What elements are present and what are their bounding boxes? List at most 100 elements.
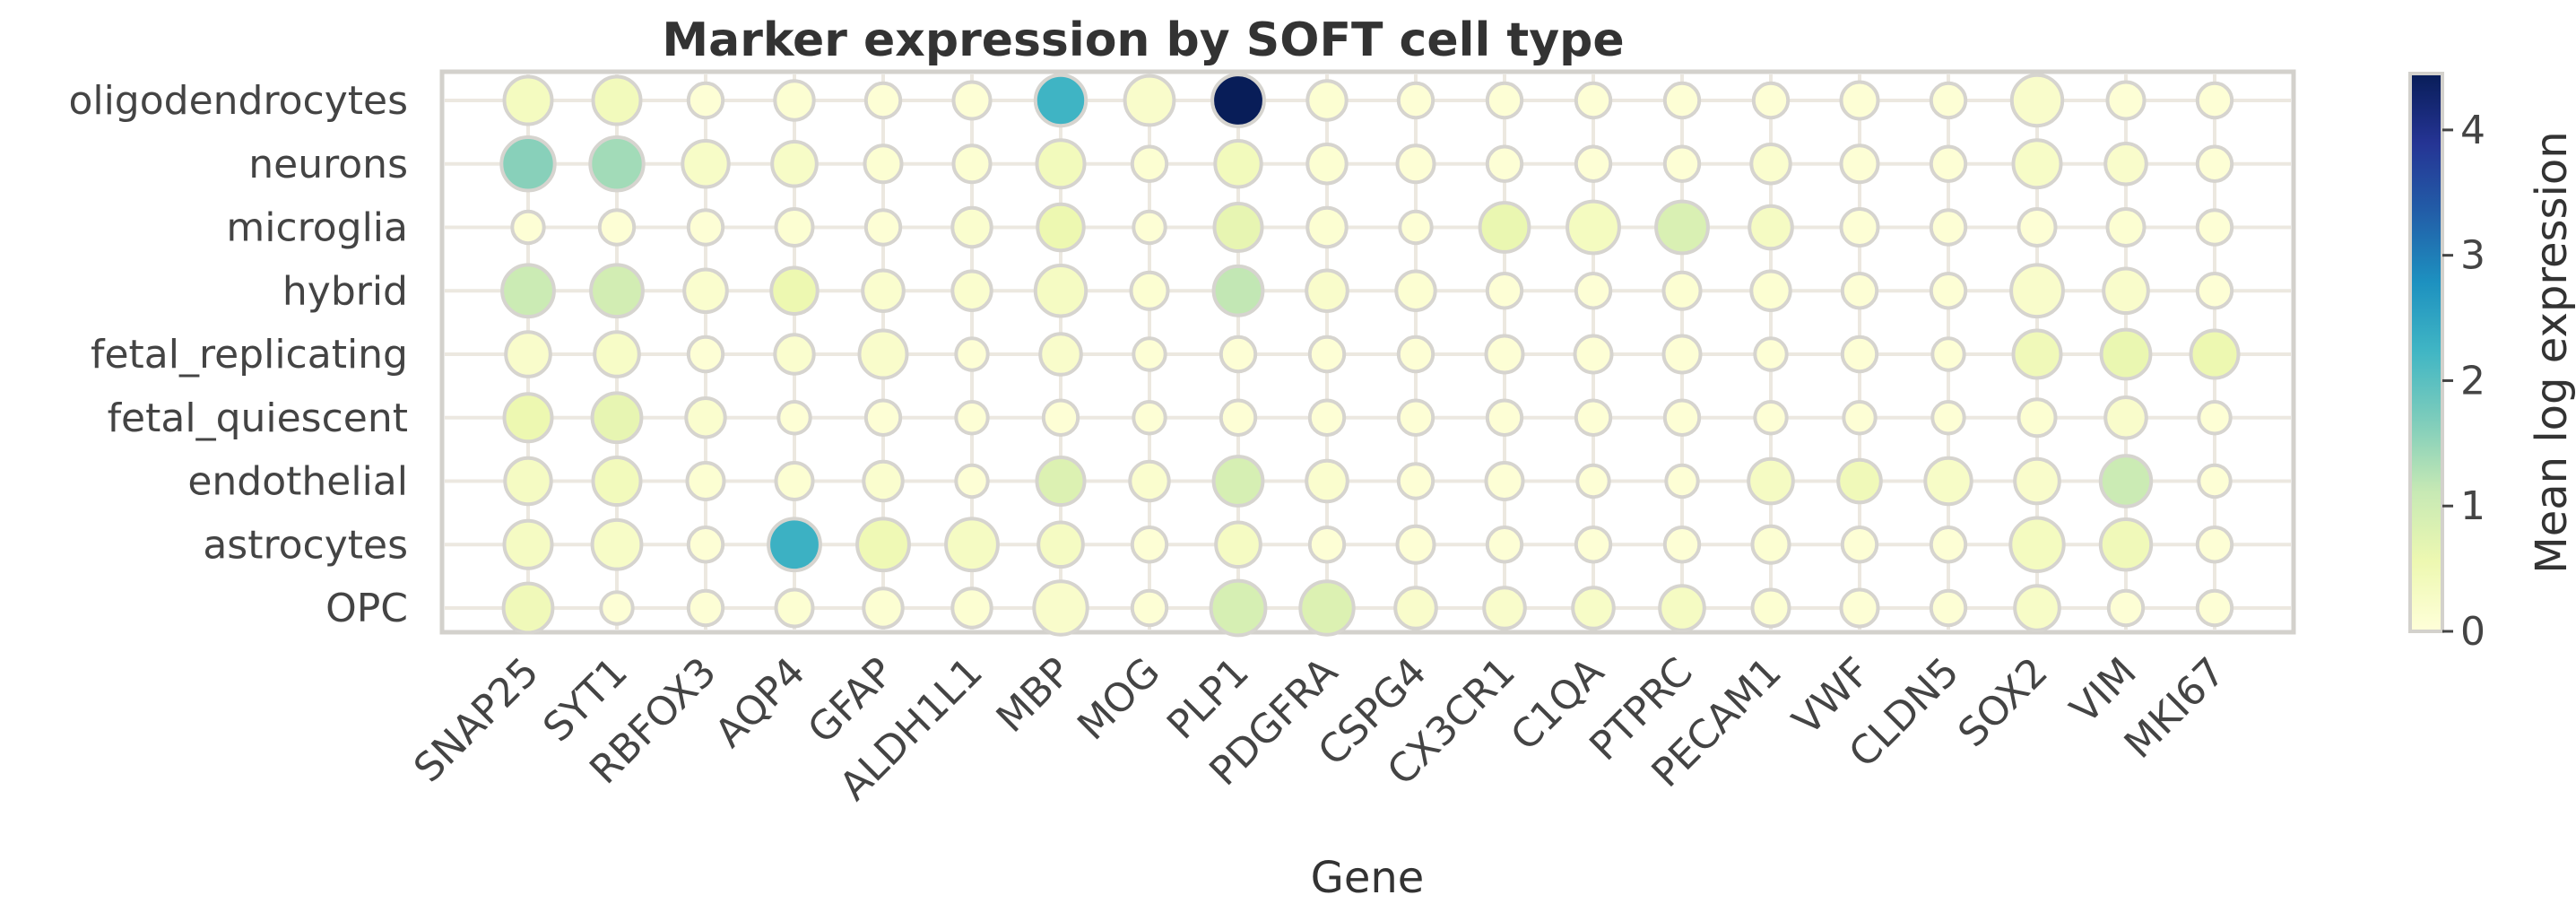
x-tick-label: MKI67 — [2116, 649, 2234, 768]
dot-microglia-MBP — [1036, 202, 1086, 253]
dot-hybrid-PTPRC — [1661, 270, 1703, 311]
dot-fetal_replicating-SYT1 — [593, 330, 641, 378]
dot-fetal_replicating-PTPRC — [1661, 334, 1703, 375]
dot-microglia-MOG — [1132, 209, 1167, 246]
dot-endothelial-AQP4 — [774, 461, 815, 501]
dot-fetal_replicating-GFAP — [857, 328, 909, 380]
dot-oligodendrocytes-RBFOX3 — [686, 81, 725, 120]
dot-hybrid-C1QA — [1574, 272, 1613, 310]
dot-endothelial-PDGFRA — [1305, 458, 1349, 504]
dot-oligodendrocytes-VIM — [2105, 80, 2147, 121]
dot-neurons-VWF — [1839, 143, 1880, 185]
dot-fetal_quiescent-PDGFRA — [1307, 398, 1347, 437]
dot-endothelial-VIM — [2098, 454, 2154, 508]
dot-hybrid-AQP4 — [769, 265, 820, 316]
dot-oligodendrocytes-PTPRC — [1662, 81, 1702, 120]
dot-fetal_quiescent-ALDH1L1 — [954, 400, 990, 436]
dot-microglia-GFAP — [863, 208, 903, 247]
dot-hybrid-CSPG4 — [1394, 269, 1437, 312]
colorbar-label: Mean log expression — [2527, 131, 2576, 573]
dot-OPC-PDGFRA — [1298, 579, 1356, 637]
dot-fetal_quiescent-VIM — [2103, 395, 2148, 440]
dot-microglia-CSPG4 — [1398, 209, 1434, 246]
dot-neurons-PTPRC — [1662, 144, 1702, 183]
dot-hybrid-GFAP — [861, 268, 906, 314]
dot-astrocytes-PDGFRA — [1307, 526, 1347, 564]
dot-oligodendrocytes-MBP — [1033, 73, 1089, 128]
dot-oligodendrocytes-C1QA — [1574, 81, 1613, 120]
dot-microglia-AQP4 — [774, 207, 815, 248]
y-tick-label: OPC — [325, 586, 408, 631]
dot-microglia-VIM — [2105, 207, 2147, 248]
dot-fetal_replicating-PLP1 — [1219, 335, 1258, 374]
dot-OPC-AQP4 — [774, 587, 815, 629]
dot-OPC-RBFOX3 — [686, 588, 725, 628]
dot-oligodendrocytes-SYT1 — [591, 74, 643, 126]
dot-microglia-SOX2 — [2017, 207, 2058, 248]
y-tick-label: neurons — [248, 142, 408, 187]
dot-neurons-VIM — [2103, 141, 2148, 187]
dot-fetal_quiescent-RBFOX3 — [684, 396, 727, 439]
y-tick-label: fetal_quiescent — [108, 395, 408, 441]
dot-endothelial-CSPG4 — [1396, 462, 1435, 500]
dot-OPC-CSPG4 — [1393, 586, 1438, 630]
dot-endothelial-RBFOX3 — [685, 461, 726, 501]
dot-endothelial-MKI67 — [2197, 463, 2233, 500]
colorbar-gradient — [2408, 72, 2444, 633]
dot-neurons-C1QA — [1574, 144, 1613, 183]
dot-fetal_quiescent-PLP1 — [1219, 398, 1258, 437]
dot-oligodendrocytes-PDGFRA — [1305, 79, 1349, 122]
dot-OPC-MKI67 — [2195, 588, 2234, 628]
dot-hybrid-MBP — [1033, 264, 1089, 318]
dot-OPC-SYT1 — [599, 590, 635, 626]
dot-fetal_quiescent-SOX2 — [2017, 397, 2058, 439]
dot-fetal_replicating-MBP — [1038, 332, 1083, 377]
dot-microglia-PECAM1 — [1748, 204, 1794, 251]
x-tick-label: SOX2 — [1949, 649, 2056, 756]
dot-endothelial-SNAP25 — [503, 456, 553, 507]
colorbar-tick-label: 1 — [2460, 483, 2485, 529]
dot-endothelial-VWF — [1836, 457, 1883, 505]
dot-hybrid-SNAP25 — [500, 263, 556, 319]
dot-neurons-MKI67 — [2195, 144, 2234, 183]
dot-fetal_replicating-AQP4 — [773, 333, 816, 376]
dot-hybrid-CX3CR1 — [1485, 272, 1524, 310]
y-tick-label: endothelial — [187, 459, 408, 505]
dot-microglia-C1QA — [1566, 199, 1621, 256]
y-tick-label: fetal_replicating — [91, 332, 408, 378]
dot-fetal_quiescent-MOG — [1132, 400, 1167, 436]
dot-neurons-SOX2 — [2011, 138, 2063, 190]
dot-fetal_quiescent-MBP — [1041, 398, 1080, 437]
dot-fetal_replicating-CSPG4 — [1396, 335, 1435, 374]
dot-fetal_replicating-CX3CR1 — [1484, 334, 1525, 375]
dot-astrocytes-PECAM1 — [1750, 524, 1791, 565]
dot-fetal_quiescent-CLDN5 — [1930, 400, 1966, 436]
dot-layer — [499, 73, 2241, 638]
dot-neurons-CSPG4 — [1395, 143, 1436, 185]
dot-fetal_replicating-MOG — [1132, 336, 1167, 372]
dot-astrocytes-SYT1 — [590, 517, 644, 571]
dot-oligodendrocytes-ALDH1L1 — [951, 80, 993, 121]
dot-neurons-PECAM1 — [1749, 143, 1792, 186]
dot-microglia-VWF — [1839, 207, 1880, 248]
dot-fetal_replicating-RBFOX3 — [686, 335, 725, 374]
dot-hybrid-ALDH1L1 — [950, 269, 993, 312]
dot-fetal_replicating-C1QA — [1573, 334, 1614, 375]
dot-endothelial-SOX2 — [2013, 456, 2061, 506]
dot-astrocytes-MOG — [1130, 526, 1169, 564]
x-tick-label: MOG — [1069, 649, 1169, 750]
dot-hybrid-VIM — [2102, 266, 2150, 316]
dot-hybrid-MOG — [1129, 270, 1170, 311]
dot-OPC-SNAP25 — [501, 581, 555, 635]
dot-endothelial-CX3CR1 — [1484, 461, 1525, 501]
dot-OPC-CX3CR1 — [1482, 586, 1527, 630]
dot-endothelial-ALDH1L1 — [954, 463, 990, 500]
dot-oligodendrocytes-SOX2 — [2009, 73, 2065, 128]
dot-hybrid-RBFOX3 — [682, 267, 729, 315]
dot-neurons-ALDH1L1 — [951, 143, 993, 185]
dot-neurons-AQP4 — [770, 139, 819, 188]
dot-hybrid-CLDN5 — [1929, 272, 1968, 310]
dot-OPC-CLDN5 — [1929, 588, 1968, 628]
dot-fetal_quiescent-CSPG4 — [1396, 398, 1435, 437]
